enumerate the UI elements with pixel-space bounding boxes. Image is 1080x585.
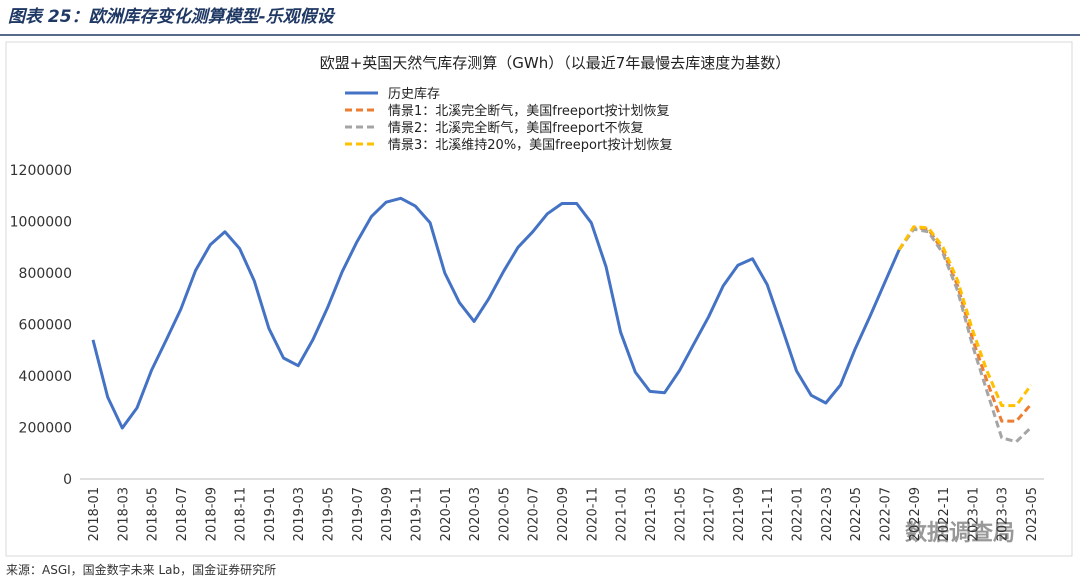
y-tick-label: 200000 bbox=[19, 421, 72, 437]
legend-label: 情景1：北溪完全断气，美国freeport按计划恢复 bbox=[388, 103, 670, 119]
x-tick-label: 2022-07 bbox=[878, 487, 893, 541]
x-tick-label: 2019-01 bbox=[263, 487, 278, 541]
x-tick-label: 2022-05 bbox=[849, 487, 864, 541]
chart-title: 欧盟+英国天然气库存测算（GWh）（以最近7年最慢去库速度为基数） bbox=[320, 54, 791, 72]
x-tick-label: 2018-07 bbox=[175, 487, 190, 541]
x-tick-label: 2022-11 bbox=[937, 487, 952, 541]
x-tick-label: 2021-11 bbox=[761, 487, 776, 541]
x-tick-label: 2020-09 bbox=[556, 487, 571, 541]
x-tick-label: 2021-01 bbox=[615, 487, 630, 541]
y-tick-label: 800000 bbox=[19, 266, 72, 282]
y-tick-label: 1000000 bbox=[10, 215, 72, 231]
y-tick-label: 600000 bbox=[19, 318, 72, 334]
legend-label: 情景2：北溪完全断气，美国freeport不恢复 bbox=[388, 120, 644, 136]
series-line bbox=[897, 227, 1033, 444]
watermark: 数据调查局 bbox=[905, 520, 1015, 546]
source: 来源：ASGI，国金数字未来 Lab，国金证券研究所 bbox=[6, 562, 276, 577]
x-tick-label: 2020-01 bbox=[439, 487, 454, 541]
y-tick-label: 1200000 bbox=[10, 163, 72, 179]
header-band bbox=[0, 0, 1080, 34]
x-tick-label: 2020-07 bbox=[527, 487, 542, 541]
chart-border bbox=[5, 41, 1073, 557]
series-line bbox=[897, 225, 1033, 408]
x-tick-label: 2018-01 bbox=[87, 487, 102, 541]
figure-header: 图表 25：欧洲库存变化测算模型-乐观假设 bbox=[8, 7, 336, 27]
x-tick-label: 2019-11 bbox=[409, 487, 424, 541]
x-tick-label: 2020-03 bbox=[468, 487, 483, 541]
x-tick-label: 2020-05 bbox=[497, 487, 512, 541]
x-tick-label: 2021-05 bbox=[673, 487, 688, 541]
x-tick-label: 2019-03 bbox=[292, 487, 307, 541]
x-tick-label: 2018-11 bbox=[234, 487, 249, 541]
x-tick-label: 2022-03 bbox=[820, 487, 835, 541]
legend-label: 历史库存 bbox=[388, 86, 440, 102]
x-tick-label: 2018-03 bbox=[116, 487, 131, 541]
x-tick-label: 2018-05 bbox=[146, 487, 161, 541]
x-tick-label: 2023-05 bbox=[1025, 487, 1040, 541]
x-tick-label: 2019-09 bbox=[380, 487, 395, 541]
x-tick-label: 2021-09 bbox=[732, 487, 747, 541]
x-tick-label: 2023-01 bbox=[966, 487, 981, 541]
x-tick-label: 2023-03 bbox=[996, 487, 1011, 541]
y-tick-label: 400000 bbox=[19, 369, 72, 385]
x-tick-label: 2022-01 bbox=[791, 487, 806, 541]
x-tick-label: 2020-11 bbox=[585, 487, 600, 541]
x-tick-label: 2021-03 bbox=[644, 487, 659, 541]
series-line bbox=[91, 196, 901, 430]
x-tick-label: 2019-07 bbox=[351, 487, 366, 541]
legend-label: 情景3：北溪维持20%，美国freeport按计划恢复 bbox=[388, 138, 672, 153]
x-tick-label: 2021-07 bbox=[703, 487, 718, 541]
x-tick-label: 2019-05 bbox=[322, 487, 337, 541]
x-tick-label: 2018-09 bbox=[204, 487, 219, 541]
series-line bbox=[897, 226, 1033, 423]
y-tick-label: 0 bbox=[63, 472, 72, 488]
x-tick-label: 2022-09 bbox=[908, 487, 923, 541]
